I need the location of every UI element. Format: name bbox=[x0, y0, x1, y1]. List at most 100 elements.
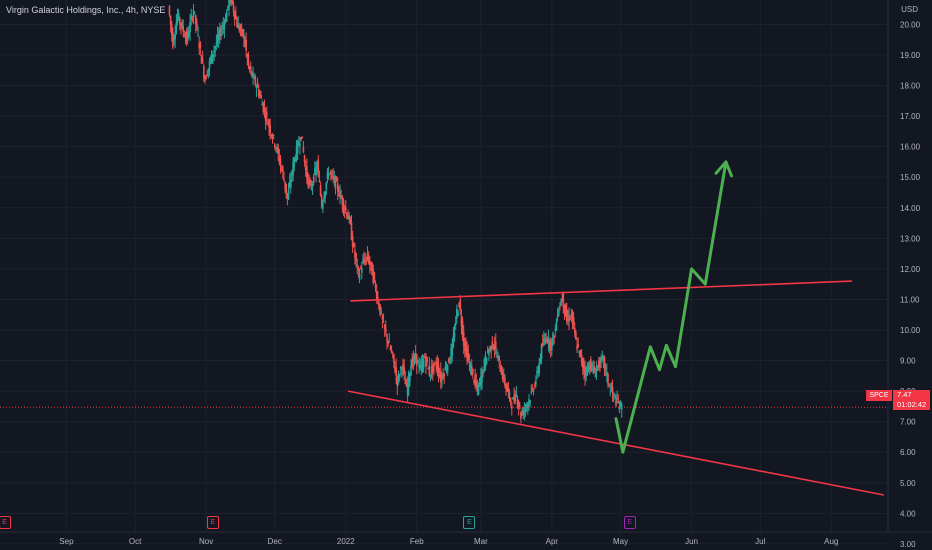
candle-body bbox=[251, 71, 253, 77]
candle-body bbox=[462, 331, 465, 346]
candle-body bbox=[367, 255, 370, 264]
y-tick-label: 19.00 bbox=[900, 51, 921, 60]
candle-body bbox=[320, 196, 323, 208]
candle-body bbox=[336, 183, 339, 192]
candle-body bbox=[319, 185, 322, 196]
trendline bbox=[350, 280, 852, 302]
candle-body bbox=[194, 15, 197, 25]
candle-body bbox=[434, 362, 436, 364]
candle-body bbox=[197, 34, 199, 36]
candle-body bbox=[373, 272, 376, 281]
candle-body bbox=[217, 34, 220, 40]
last-price-label: 7.47 01:02:42 bbox=[893, 390, 930, 410]
candle-body bbox=[169, 15, 172, 25]
candle-body bbox=[203, 65, 205, 78]
candle-body bbox=[387, 341, 389, 344]
candle-body bbox=[285, 183, 288, 195]
candle-body bbox=[470, 365, 473, 376]
candle-body bbox=[421, 361, 424, 372]
candle-body bbox=[458, 303, 460, 307]
candle-body bbox=[546, 339, 549, 343]
candle-body bbox=[299, 143, 301, 147]
candle-body bbox=[381, 316, 384, 320]
candle-body bbox=[440, 370, 442, 383]
candle-body bbox=[428, 365, 431, 376]
candle-body bbox=[517, 402, 520, 408]
candle-body bbox=[445, 369, 448, 372]
candle-body bbox=[301, 136, 304, 139]
candle-body bbox=[562, 291, 565, 308]
candle-body bbox=[350, 222, 353, 240]
candle-body bbox=[401, 368, 403, 370]
candle-body bbox=[180, 22, 182, 27]
candle-body bbox=[415, 353, 418, 366]
earnings-icon[interactable]: E bbox=[206, 516, 219, 529]
candle-body bbox=[282, 166, 284, 173]
candle-body bbox=[477, 384, 480, 395]
projection-arrowhead bbox=[714, 160, 734, 178]
candle-body bbox=[578, 350, 581, 354]
candle-body bbox=[554, 328, 557, 331]
candle-body bbox=[481, 369, 483, 383]
candle-body bbox=[358, 273, 361, 281]
candle-body bbox=[506, 385, 509, 392]
candle-body bbox=[168, 6, 171, 15]
candle-body bbox=[265, 111, 268, 117]
candle-body bbox=[300, 136, 302, 140]
candle-body bbox=[412, 356, 415, 362]
y-tick-label: 18.00 bbox=[900, 82, 921, 91]
candle-body bbox=[604, 367, 607, 369]
candle-body bbox=[484, 355, 487, 368]
candle-body bbox=[426, 356, 428, 362]
y-tick-label: 5.00 bbox=[900, 479, 916, 488]
candle-body bbox=[182, 26, 184, 32]
candle-body bbox=[335, 178, 338, 182]
candle-body bbox=[277, 147, 280, 154]
candle-body bbox=[530, 391, 533, 393]
candle-body bbox=[326, 171, 329, 179]
candle-body bbox=[200, 55, 203, 64]
candle-body bbox=[330, 171, 332, 174]
candle-body bbox=[224, 19, 227, 23]
candle-body bbox=[318, 179, 321, 182]
candle-body bbox=[357, 266, 360, 271]
candle-body bbox=[591, 365, 593, 367]
candle-body bbox=[607, 373, 609, 385]
candle-body bbox=[442, 376, 444, 378]
candle-body bbox=[391, 352, 394, 354]
candle-body bbox=[369, 260, 371, 266]
candle-body bbox=[457, 311, 459, 317]
candle-body bbox=[446, 365, 449, 372]
candle-body bbox=[549, 342, 552, 351]
candle-body bbox=[538, 362, 541, 374]
candle-body bbox=[178, 17, 181, 24]
candle-body bbox=[523, 409, 526, 412]
candle-body bbox=[475, 381, 478, 387]
earnings-icon[interactable]: E bbox=[0, 516, 11, 529]
candle-body bbox=[279, 159, 282, 166]
candle-body bbox=[352, 243, 355, 247]
candle-body bbox=[309, 179, 312, 186]
candle-body bbox=[544, 338, 546, 344]
earnings-icon[interactable]: E bbox=[463, 516, 476, 529]
candle-body bbox=[232, 4, 235, 12]
candle-body bbox=[410, 365, 412, 376]
candle-body bbox=[286, 193, 289, 199]
x-tick-label: Mar bbox=[474, 537, 488, 546]
candle-body bbox=[492, 345, 495, 349]
candle-body bbox=[486, 349, 489, 353]
candle-body bbox=[488, 351, 490, 356]
projection-path bbox=[614, 160, 728, 454]
candle-body bbox=[366, 253, 369, 258]
candle-body bbox=[617, 401, 620, 403]
candle-body bbox=[521, 413, 523, 415]
candle-body bbox=[306, 166, 308, 178]
candle-body bbox=[501, 371, 504, 380]
candle-body bbox=[215, 42, 218, 45]
earnings-icon[interactable]: E bbox=[623, 516, 636, 529]
candle-body bbox=[515, 394, 518, 396]
candle-body bbox=[581, 358, 584, 368]
candle-body bbox=[254, 76, 257, 85]
candle-body bbox=[394, 367, 396, 373]
